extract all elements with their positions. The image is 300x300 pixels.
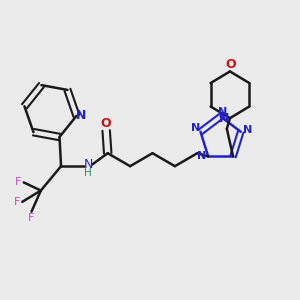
Text: F: F [15, 177, 21, 188]
Text: N: N [76, 109, 86, 122]
Text: F: F [28, 213, 35, 223]
Text: O: O [101, 118, 112, 130]
Text: N: N [191, 123, 200, 133]
Text: N: N [218, 112, 229, 125]
Text: N: N [83, 158, 93, 171]
Text: O: O [226, 58, 236, 71]
Text: N: N [197, 152, 206, 161]
Text: N: N [243, 125, 252, 135]
Text: H: H [84, 168, 92, 178]
Text: F: F [14, 197, 20, 207]
Text: N: N [218, 107, 227, 117]
